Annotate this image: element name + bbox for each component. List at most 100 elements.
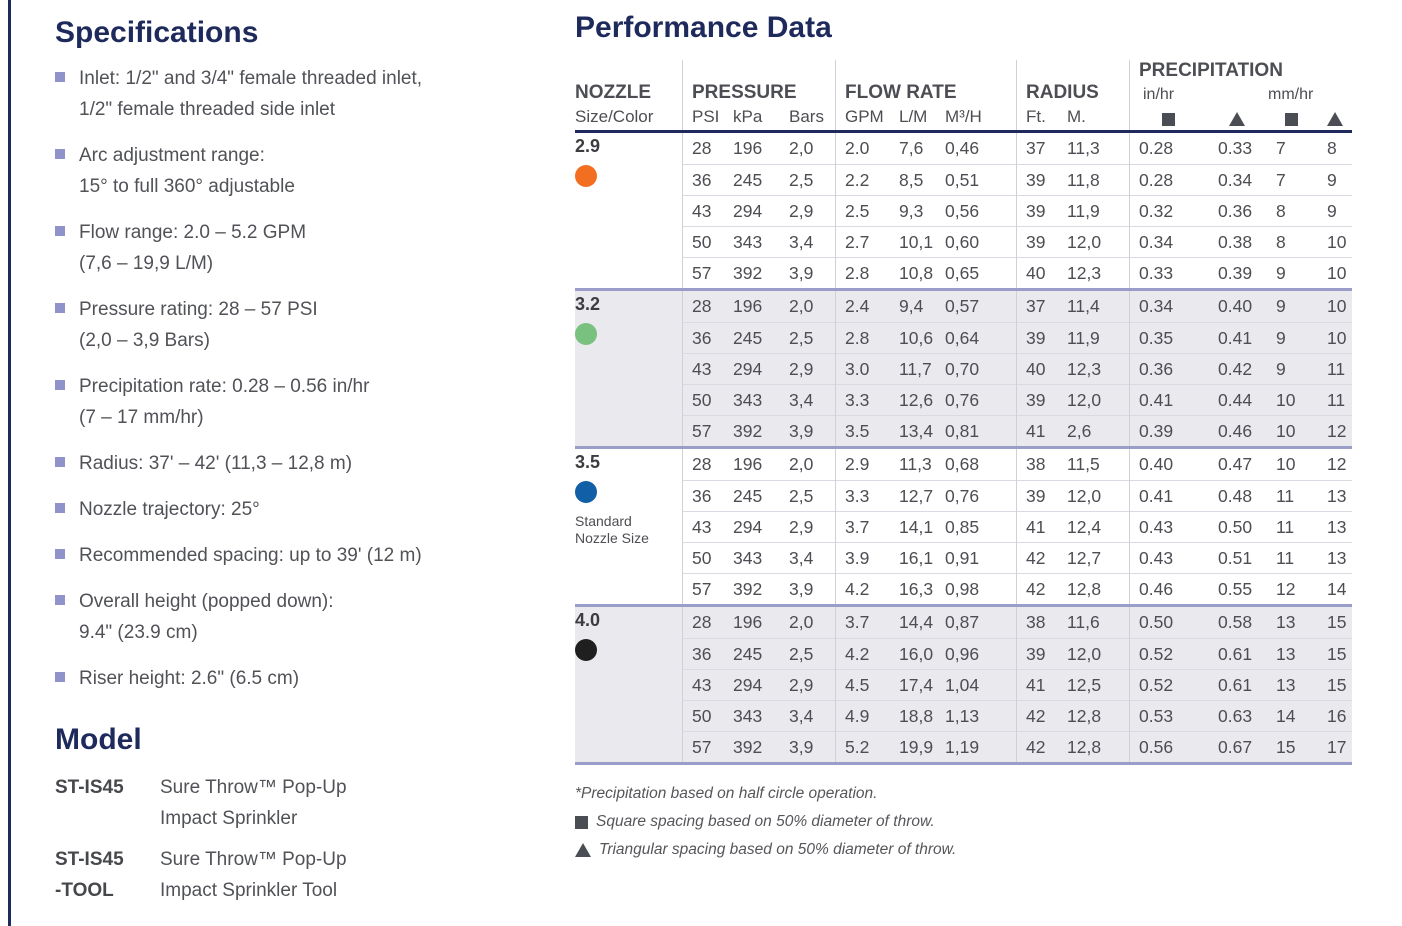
table-cell: 0,76 [935,384,1016,415]
square-icon [1285,113,1298,126]
table-cell: 0.55 [1208,573,1266,604]
bullet-square-icon [55,457,65,467]
table-cell: 38 [1026,612,1046,632]
table-cell: 3.3 [835,384,889,415]
table-cell: 13 [1317,542,1352,573]
table-cell: 42 [1016,700,1057,731]
sub-header-kpa: kPa [733,107,763,126]
table-cell: 13 [1266,669,1317,700]
nozzle-block: 4.0 28 196 2,0 3.7 14,4 0,87 38 11,6 0.50 0.58 13 15… [575,607,1352,765]
table-cell: 11,9 [1057,322,1129,353]
table-cell: 2,5 [779,638,835,669]
table-cell: 37 [1026,296,1046,316]
table-cell: 9 [1266,257,1317,288]
triangle-icon [1229,112,1245,126]
table-cell: 16,1 [889,542,935,573]
spec-item-text: Flow range: 2.0 – 5.2 GPM (7,6 – 19,9 L/M… [79,217,306,279]
table-cell: 28 [692,612,712,632]
bullet-square-icon [55,672,65,682]
table-cell: 196 [733,138,763,158]
table-cell: 0,60 [935,226,1016,257]
page-left-border [8,0,11,926]
table-cell: 0.44 [1208,384,1266,415]
nozzle-cell: 3.2 [575,291,682,446]
nozzle-note: Standard Nozzle Size [575,513,682,547]
column-separator [1016,449,1017,604]
spec-line: Pressure rating: 28 – 57 PSI [79,299,318,320]
table-cell: 41 [1016,511,1057,542]
table-cell: 0.47 [1218,454,1253,474]
table-cell: 2.8 [835,257,889,288]
footnote-text: *Precipitation based on half circle oper… [575,785,878,802]
table-cell: 57 [682,573,723,604]
table-cell: 11 [1266,511,1317,542]
bullet-square-icon [55,380,65,390]
table-cell: 43 [682,195,723,226]
table-cell: 9,3 [889,195,935,226]
table-cell: 10 [1276,454,1296,474]
table-cell: 10 [1266,384,1317,415]
col-header-flow-rate: FLOW RATE [845,82,957,103]
table-cell: 294 [723,669,779,700]
model-code-line: ST-IS45 [55,777,124,798]
spec-item-text: Inlet: 1/2" and 3/4" female threaded inl… [79,63,422,125]
table-cell: 40 [1016,257,1057,288]
table-cell: 10,8 [889,257,935,288]
triangle-icon [575,843,591,857]
table-cell: 0.33 [1129,257,1208,288]
table-cell: 0.32 [1129,195,1208,226]
table-cell: 39 [1016,195,1057,226]
bullet-square-icon [55,503,65,513]
table-cell: 36 [682,322,723,353]
spec-item: Pressure rating: 28 – 57 PSI (2,0 – 3,9 B… [55,294,545,356]
table-cell: 2.5 [835,195,889,226]
table-cell: 294 [723,353,779,384]
table-cell: 0,87 [945,612,980,632]
table-cell: 2,9 [779,195,835,226]
table-cell: 14,4 [899,612,934,632]
bullet-square-icon [55,226,65,236]
table-cell: 1,04 [935,669,1016,700]
column-separator [682,133,683,288]
nozzle-block: 2.9 28 196 2,0 2.0 7,6 0,46 37 11,3 0.28 0.33 7 8 36 2… [575,133,1352,291]
column-separator [835,449,836,604]
table-cell: 0,56 [935,195,1016,226]
table-cell: 43 [682,353,723,384]
table-cell: 3,9 [779,415,835,446]
table-cell: 3.9 [835,542,889,573]
table-cell: 0,85 [935,511,1016,542]
table-cell: 3.5 [835,415,889,446]
table-cell: 3,4 [779,700,835,731]
table-cell: 12,3 [1057,257,1129,288]
table-cell: 0.39 [1208,257,1266,288]
table-cell: 2,9 [779,353,835,384]
table-cell: 36 [682,480,723,511]
spec-line: (2,0 – 3,9 Bars) [79,330,210,351]
model-desc-line: Impact Sprinkler [160,808,298,829]
table-cell: 0.63 [1208,700,1266,731]
model-code-line: ST-IS45 [55,849,124,870]
table-cell: 42 [1016,731,1057,762]
table-cell: 3,4 [779,384,835,415]
table-cell: 12,7 [1057,542,1129,573]
nozzle-note-line: Nozzle Size [575,530,649,546]
column-separator [682,60,683,130]
nozzle-color-dot-icon [575,639,597,661]
table-cell: 196 [733,612,763,632]
footnote: Square spacing based on 50% diameter of … [575,808,956,836]
square-icon [1162,113,1175,126]
table-cell: 38 [1026,454,1046,474]
spec-line: 1/2" female threaded side inlet [79,99,336,120]
column-separator [682,291,683,446]
table-cell: 0.50 [1139,612,1174,632]
sub-header-lm: L/M [899,107,928,126]
table-cell: 50 [682,384,723,415]
table-cell: 0.28 [1139,138,1174,158]
table-cell: 0.36 [1129,353,1208,384]
table-cell: 9 [1266,322,1317,353]
table-cell: 0,51 [935,164,1016,195]
table-cell: 0.46 [1208,415,1266,446]
spec-list: Inlet: 1/2" and 3/4" female threaded inl… [55,63,545,694]
triangle-icon [1317,104,1352,130]
model-code: ST-IS45 -TOOL [55,844,160,906]
